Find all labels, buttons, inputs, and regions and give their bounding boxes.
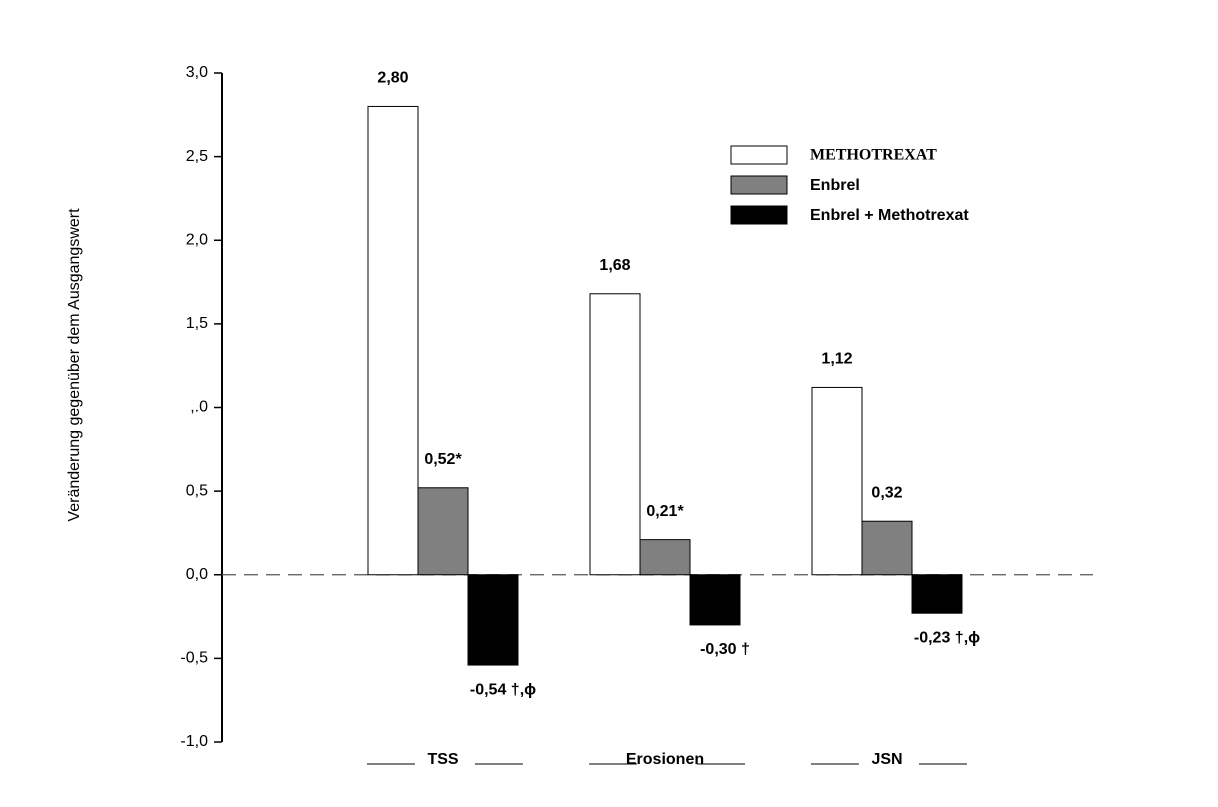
x-tick-label: JSN (871, 751, 902, 768)
legend-swatch (730, 205, 788, 225)
bar (589, 293, 641, 576)
value-label: 0,32 (871, 484, 902, 501)
y-tick-label: ,.0 (190, 399, 208, 416)
bar (367, 105, 419, 576)
legend-swatch (730, 145, 788, 165)
bar (861, 520, 913, 576)
legend-label: METHOTREXAT (810, 147, 937, 164)
value-label: 1,12 (821, 351, 852, 368)
bar (689, 574, 741, 626)
y-tick-label: 2,0 (186, 231, 208, 248)
y-tick-label: 0,0 (186, 566, 208, 583)
value-label: -0,30 † (700, 641, 750, 658)
bar (811, 386, 863, 576)
y-tick-label: 3,0 (186, 64, 208, 81)
y-tick-label: 2,5 (186, 148, 208, 165)
legend-label: Enbrel (810, 177, 860, 194)
legend-swatch (730, 175, 788, 195)
value-label: 0,21* (646, 503, 684, 520)
value-label: 2,80 (377, 70, 408, 87)
value-label: -0,23 †,ϕ (914, 629, 980, 646)
y-axis-label: Veränderung gegenüber dem Ausgangswert (66, 208, 83, 522)
x-tick-label: Erosionen (626, 751, 704, 768)
bar (911, 574, 963, 614)
value-label: -0,54 †,ϕ (470, 681, 536, 698)
value-label: 1,68 (599, 257, 630, 274)
y-tick-label: -0,5 (180, 650, 208, 667)
y-tick-label: 1,5 (186, 315, 208, 332)
legend-label: Enbrel + Methotrexat (810, 207, 969, 224)
y-tick-label: -1,0 (180, 733, 208, 750)
bar (639, 539, 691, 576)
value-label: 0,52* (424, 451, 462, 468)
x-tick-label: TSS (427, 751, 458, 768)
bar (467, 574, 519, 666)
bar (417, 487, 469, 576)
y-tick-label: 0,5 (186, 482, 208, 499)
